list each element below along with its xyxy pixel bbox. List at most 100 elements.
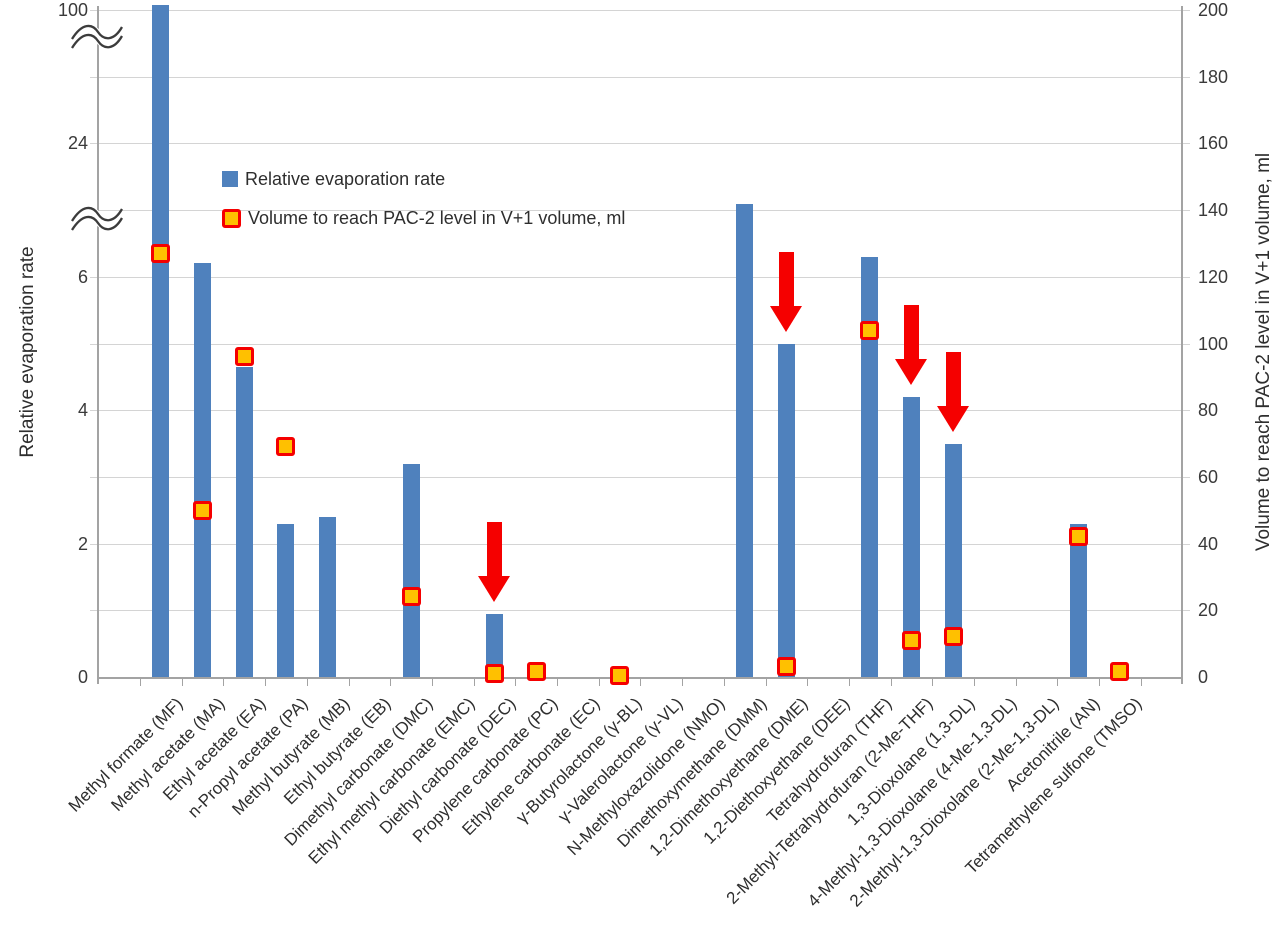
x-axis-tick <box>890 679 892 686</box>
gridline <box>90 343 1190 345</box>
bar <box>319 516 337 677</box>
x-axis-tick <box>1015 679 1017 686</box>
x-axis-tick <box>807 679 809 686</box>
x-axis-tick <box>306 679 308 686</box>
x-axis-tick <box>515 679 517 686</box>
legend-label: Volume to reach PAC-2 level in V+1 volum… <box>248 207 626 228</box>
down-arrow-annotation <box>478 521 511 602</box>
x-axis-tick <box>598 679 600 686</box>
gridline <box>90 10 1190 11</box>
right-axis-tick-label: 200 <box>1198 0 1229 20</box>
x-axis-tick <box>348 679 350 686</box>
bar <box>402 463 420 677</box>
y-axis-right <box>1181 6 1183 684</box>
x-axis-tick <box>1057 679 1059 686</box>
y-axis-left <box>97 6 99 684</box>
volume-marker <box>401 587 421 607</box>
right-axis-tick-label: 120 <box>1198 266 1229 287</box>
x-axis-tick <box>640 679 642 686</box>
bar <box>736 203 754 677</box>
left-axis-tick-label: 24 <box>67 133 88 154</box>
down-arrow-annotation <box>937 351 970 432</box>
x-axis-tick <box>557 679 558 686</box>
gridline <box>90 210 1190 212</box>
volume-marker <box>943 627 963 647</box>
bar <box>777 343 795 677</box>
down-arrow-annotation <box>770 251 803 332</box>
bar <box>902 396 920 677</box>
arrow-shaft <box>486 521 502 576</box>
right-axis-tick-label: 80 <box>1198 400 1219 421</box>
right-axis-tick-label: 180 <box>1198 66 1229 87</box>
x-axis-tick <box>932 679 934 686</box>
legend-item: Relative evaporation rate <box>222 166 625 192</box>
gridline <box>90 610 1190 612</box>
x-axis-tick <box>431 679 433 686</box>
x-axis-tick <box>140 679 141 686</box>
right-axis-title: Volume to reach PAC-2 level in V+1 volum… <box>1253 152 1274 552</box>
x-axis-tick <box>848 679 850 686</box>
left-axis-tick-label: 100 <box>57 0 88 20</box>
volume-marker <box>901 630 921 650</box>
gridline <box>90 76 1190 78</box>
axis-break-icon <box>67 206 127 236</box>
bar <box>1069 523 1087 677</box>
right-axis-tick-label: 40 <box>1198 533 1219 554</box>
left-axis-tick-label: 0 <box>77 667 88 687</box>
right-axis-tick-label: 160 <box>1198 133 1229 154</box>
volume-marker <box>526 662 546 682</box>
volume-marker <box>484 664 504 684</box>
arrow-shaft <box>903 304 919 359</box>
arrow-head <box>770 305 803 332</box>
marker-series-swatch-icon <box>222 208 241 228</box>
gridline <box>90 143 1190 145</box>
right-axis-tick-label: 0 <box>1198 667 1209 687</box>
x-axis-tick <box>223 679 225 686</box>
left-axis-tick-label: 2 <box>77 533 88 554</box>
x-axis-tick <box>974 679 975 686</box>
left-axis-tick-label: 6 <box>77 266 88 287</box>
volume-marker <box>776 657 796 677</box>
x-axis-tick <box>181 679 183 686</box>
legend: Relative evaporation rate Volume to reac… <box>222 166 625 244</box>
bar <box>152 5 170 677</box>
arrow-head <box>937 405 970 432</box>
volume-marker <box>151 243 171 263</box>
arrow-shaft <box>945 351 961 406</box>
x-axis-tick <box>765 679 767 686</box>
volume-marker <box>860 320 880 340</box>
left-axis-tick-label: 4 <box>77 400 88 421</box>
volume-marker <box>234 347 254 367</box>
volume-marker <box>1110 662 1130 682</box>
x-axis-tick <box>265 679 267 686</box>
bar <box>485 613 503 677</box>
arrow-head <box>895 358 928 385</box>
bar <box>194 263 212 677</box>
volume-marker <box>276 437 296 457</box>
left-axis-title: Relative evaporation rate <box>17 246 38 458</box>
gridline <box>90 410 1190 412</box>
x-axis <box>97 677 1183 679</box>
down-arrow-annotation <box>895 304 928 385</box>
right-axis-tick-label: 60 <box>1198 466 1219 487</box>
volume-marker <box>193 500 213 520</box>
gridline <box>90 476 1190 478</box>
right-axis-tick-label: 20 <box>1198 600 1219 621</box>
bar <box>944 443 962 677</box>
right-axis-tick-label: 100 <box>1198 333 1229 354</box>
x-axis-tick <box>1099 679 1101 686</box>
x-axis-tick <box>473 679 475 686</box>
bar-series-swatch-icon <box>222 171 238 187</box>
gridline <box>90 276 1190 278</box>
arrow-shaft <box>778 251 794 306</box>
bar <box>277 523 295 677</box>
x-axis-tick <box>682 679 684 686</box>
arrow-head <box>478 575 511 602</box>
bar <box>861 256 879 677</box>
volume-marker <box>610 665 630 685</box>
gridline <box>90 543 1190 545</box>
legend-label: Relative evaporation rate <box>245 168 446 189</box>
x-axis-tick <box>723 679 725 686</box>
bar <box>235 366 253 677</box>
